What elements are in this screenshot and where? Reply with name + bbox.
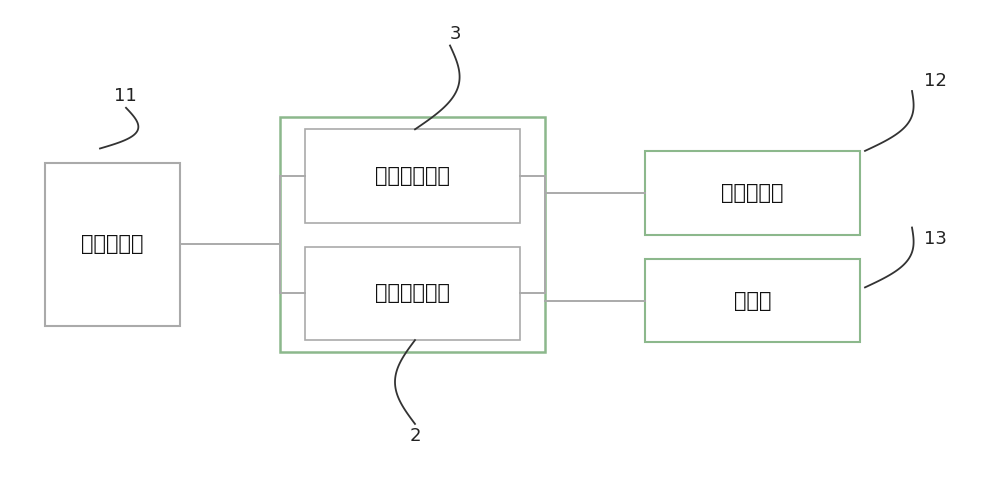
Text: 13: 13 <box>924 230 946 249</box>
Text: 11: 11 <box>114 87 136 105</box>
FancyBboxPatch shape <box>45 163 180 326</box>
Text: 充电输入端: 充电输入端 <box>81 234 144 254</box>
FancyBboxPatch shape <box>305 129 520 223</box>
Text: 放电输出端: 放电输出端 <box>721 183 784 203</box>
Text: 接地端: 接地端 <box>734 291 771 310</box>
Text: 多个切换开关: 多个切换开关 <box>375 166 450 186</box>
Text: 2: 2 <box>409 427 421 445</box>
FancyBboxPatch shape <box>305 247 520 340</box>
Text: 12: 12 <box>924 72 946 91</box>
FancyBboxPatch shape <box>645 259 860 342</box>
Text: 3: 3 <box>449 24 461 43</box>
Text: 至少两个电池: 至少两个电池 <box>375 284 450 303</box>
FancyBboxPatch shape <box>645 151 860 235</box>
